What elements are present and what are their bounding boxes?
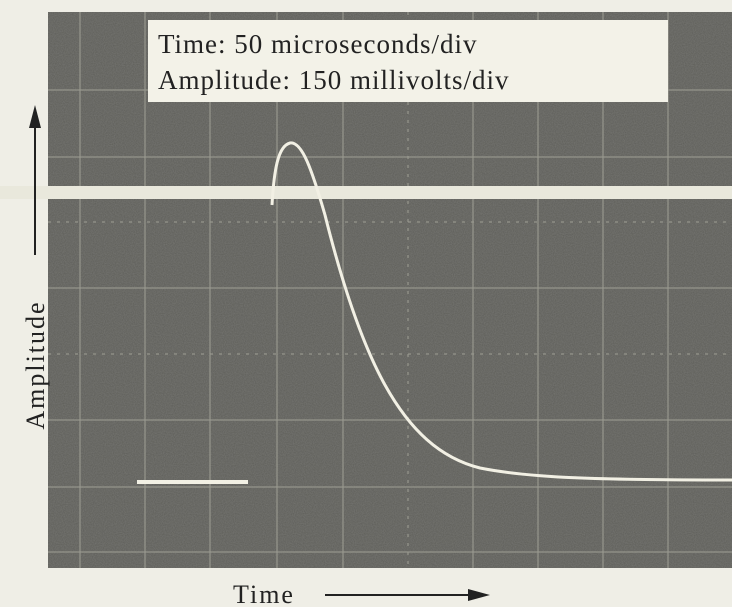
x-axis-label: Time bbox=[233, 580, 295, 607]
y-axis-label: Amplitude bbox=[21, 300, 50, 429]
caption-line: Amplitude: 150 millivolts/div bbox=[158, 65, 510, 95]
paper-fold bbox=[0, 186, 732, 199]
figure: Time: 50 microseconds/div Amplitude: 150… bbox=[0, 0, 732, 607]
caption-line: Time: 50 microseconds/div bbox=[158, 29, 478, 59]
